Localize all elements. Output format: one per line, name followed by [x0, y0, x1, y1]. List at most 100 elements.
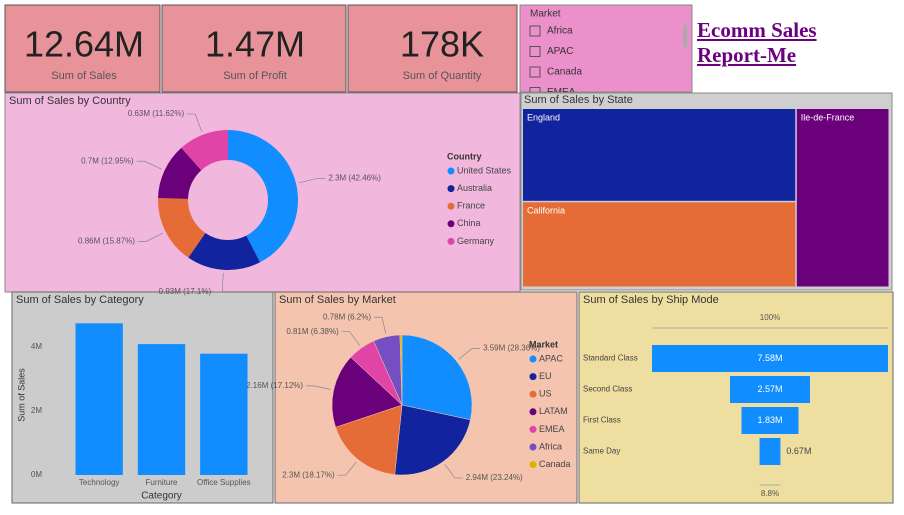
slicer-item[interactable]: Africa — [547, 26, 573, 37]
leader-line — [341, 331, 360, 346]
legend-marker — [447, 220, 455, 228]
legend-label: China — [457, 218, 481, 228]
legend-marker — [529, 390, 537, 398]
legend-label: APAC — [539, 353, 563, 363]
data-label: 0.63M (11.62%) — [128, 109, 185, 118]
x-tick-label: Office Supplies — [197, 478, 251, 487]
legend-marker — [529, 461, 537, 469]
slice — [181, 130, 228, 171]
slicer-items: Market Africa APAC Canada EMEA — [529, 9, 582, 98]
legend-marker — [529, 443, 537, 451]
card — [347, 4, 518, 93]
legend-title: Market — [529, 339, 558, 349]
chart-title: Sum of Sales by Country — [9, 95, 131, 107]
legend-label: EU — [539, 371, 552, 381]
panel — [4, 92, 521, 293]
slice — [158, 147, 202, 199]
legend-marker — [447, 167, 455, 175]
card-value: 1.47M — [205, 24, 305, 65]
y-tick-label: 0M — [31, 470, 42, 479]
scrollbar[interactable] — [683, 25, 687, 47]
card-label: Sum of Profit — [223, 70, 287, 82]
report-title[interactable]: Ecomm Sales Report-Me — [697, 18, 817, 67]
y-tick-label: 2M — [31, 406, 42, 415]
data-label: 2.94M (23.24%) — [466, 473, 523, 482]
funnel-bar — [652, 345, 888, 372]
treemap-cell — [523, 109, 796, 201]
legend-label: United States — [457, 165, 512, 175]
slice — [401, 334, 473, 421]
leader-line — [214, 272, 224, 293]
data-label: 0.81M (6.38%) — [286, 327, 339, 336]
legend-label: LATAM — [539, 406, 568, 416]
legend-title: Country — [447, 151, 482, 161]
funnel-bottom-label: 8.8% — [761, 489, 779, 498]
chart-title: Sum of Sales by State — [524, 94, 633, 106]
checkbox[interactable] — [529, 66, 541, 78]
bar — [137, 344, 186, 475]
checkbox[interactable] — [529, 46, 541, 57]
leader-line — [337, 461, 357, 476]
funnel-top-label: 100% — [760, 313, 780, 322]
slice — [399, 334, 403, 406]
slice — [158, 197, 206, 258]
legend-marker — [529, 425, 537, 433]
slice — [335, 404, 403, 475]
chart-title: Sum of Sales by Category — [16, 294, 144, 306]
data-label: 1.83M — [757, 415, 782, 425]
slice — [228, 130, 298, 263]
legend-marker — [529, 373, 537, 381]
slicer-item[interactable]: Canada — [547, 67, 582, 78]
leader-line — [187, 113, 203, 132]
cell-label: California — [527, 206, 565, 216]
data-label: 3.59M (28.36%) — [483, 344, 540, 353]
checkbox[interactable] — [529, 25, 541, 37]
y-tick-label: 4M — [31, 342, 42, 351]
legend-marker — [447, 202, 455, 210]
legend-marker — [447, 237, 455, 245]
category-label: First Class — [583, 416, 621, 425]
leader-line — [458, 348, 481, 360]
leader-line — [136, 160, 162, 170]
leader-line — [137, 232, 164, 242]
card — [4, 4, 161, 93]
slice — [331, 356, 403, 428]
funnel-bar — [741, 407, 799, 434]
card — [161, 4, 347, 93]
slicer-item[interactable]: APAC — [547, 46, 574, 57]
treemap-cell — [796, 109, 889, 287]
data-label: 2.3M (42.46%) — [328, 173, 381, 182]
cell-label: Ile-de-France — [801, 112, 855, 122]
data-label: 0.93M (17.1%) — [159, 287, 212, 296]
legend-label: Germany — [457, 236, 495, 246]
cell-label: England — [527, 112, 560, 122]
leader-line — [298, 177, 326, 184]
slicer-item[interactable]: EMEA — [547, 87, 576, 98]
legend-label: France — [457, 201, 485, 211]
bar — [75, 323, 123, 475]
legend-label: EMEA — [539, 424, 565, 434]
funnel-bar — [759, 438, 781, 465]
data-label: 0.78M (6.2%) — [323, 312, 371, 321]
checkbox[interactable] — [529, 87, 541, 98]
category-label: Standard Class — [583, 354, 638, 363]
x-tick-label: Technology — [79, 478, 119, 487]
card-label: Sum of Sales — [51, 70, 117, 82]
leader-line — [306, 385, 331, 390]
slicer-title: Market — [530, 9, 561, 20]
slicer — [519, 4, 693, 93]
category-label: Same Day — [583, 447, 620, 456]
legend-label: Africa — [539, 441, 562, 451]
data-label: 2.57M — [757, 384, 782, 394]
data-label: 0.7M (12.95%) — [81, 156, 134, 165]
legend-label: Australia — [457, 183, 492, 193]
x-axis-title: Category — [141, 491, 182, 502]
treemap-cell — [523, 202, 796, 287]
legend-label: Canada — [539, 459, 571, 469]
legend-marker — [447, 185, 455, 193]
category-label: Second Class — [583, 385, 632, 394]
chart-title: Sum of Sales by Ship Mode — [583, 294, 719, 306]
funnel-bar — [729, 376, 811, 403]
y-axis-title: Sum of Sales — [16, 368, 26, 422]
